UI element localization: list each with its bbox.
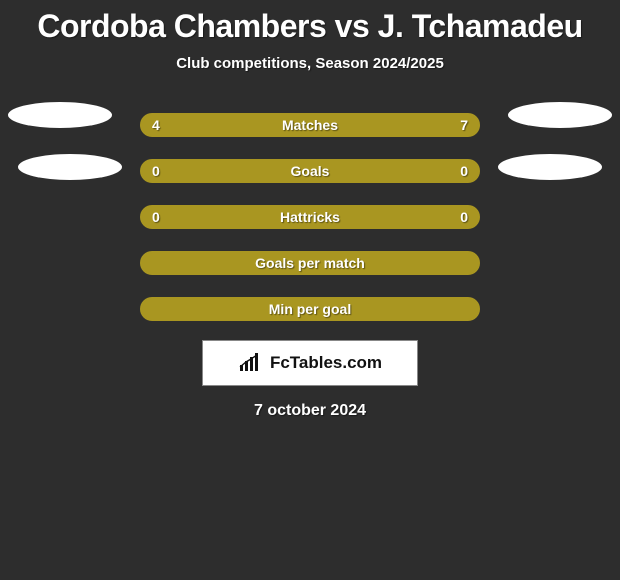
subtitle: Club competitions, Season 2024/2025 <box>0 55 620 72</box>
page-title: Cordoba Chambers vs J. Tchamadeu <box>0 0 620 45</box>
stat-row: Goals per match <box>0 240 620 286</box>
brand-badge: FcTables.com <box>202 340 418 386</box>
date-text: 7 october 2024 <box>0 402 620 420</box>
stat-bar: Goals per match <box>140 251 480 275</box>
stat-value-left: 0 <box>152 209 160 225</box>
stat-value-left: 0 <box>152 163 160 179</box>
stat-row: Hattricks0 0 <box>0 194 620 240</box>
stat-label: Goals per match <box>142 255 478 271</box>
stat-label: Min per goal <box>142 301 478 317</box>
stat-value-right: 7 <box>460 117 468 133</box>
stat-value-right: 0 <box>460 163 468 179</box>
stat-bar: Min per goal <box>140 297 480 321</box>
brand-text: FcTables.com <box>270 353 382 373</box>
stat-bar: Matches4 7 <box>140 113 480 137</box>
stat-bar: Goals0 0 <box>140 159 480 183</box>
stat-label: Hattricks <box>142 209 478 225</box>
chart-icon <box>238 353 264 373</box>
stat-row: Matches4 7 <box>0 102 620 148</box>
stat-row: Goals0 0 <box>0 148 620 194</box>
stat-row: Min per goal <box>0 286 620 332</box>
stat-value-left: 4 <box>152 117 160 133</box>
stat-value-right: 0 <box>460 209 468 225</box>
stat-bar: Hattricks0 0 <box>140 205 480 229</box>
stat-label: Goals <box>142 163 478 179</box>
stats-area: Matches47Goals00Hattricks00Goals per mat… <box>0 102 620 332</box>
stat-label: Matches <box>142 117 478 133</box>
